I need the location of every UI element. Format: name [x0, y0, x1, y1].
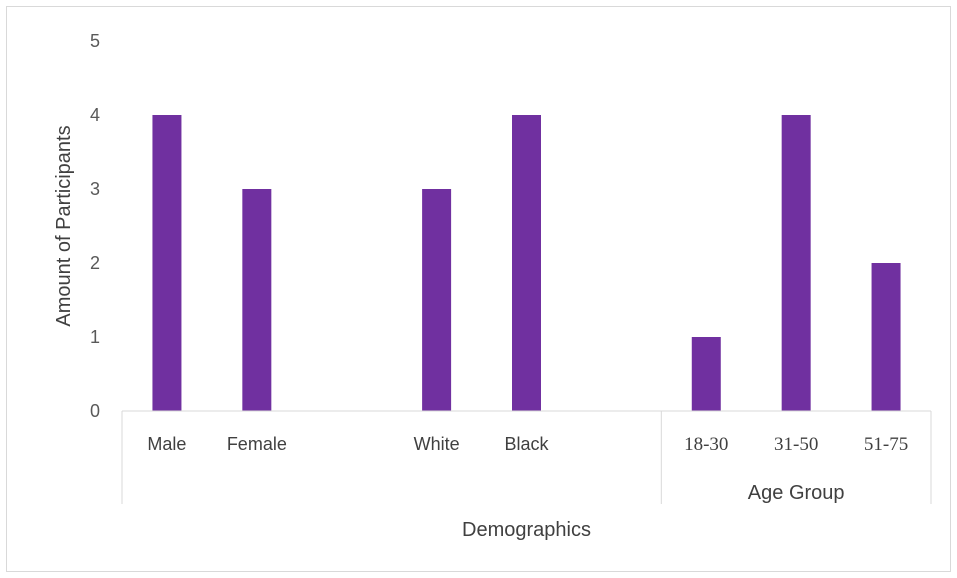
x-category-label: Black: [504, 434, 549, 454]
y-tick-label: 0: [90, 401, 100, 421]
x-category-label: Female: [227, 434, 287, 454]
x-category-label: 18-30: [684, 434, 728, 455]
bar: [422, 189, 452, 411]
group-label-age: Age Group: [748, 482, 845, 504]
y-tick-label: 2: [90, 253, 100, 273]
bar: [781, 115, 811, 411]
x-category-label: White: [414, 434, 460, 454]
y-axis-title: Amount of Participants: [53, 125, 75, 326]
bar: [242, 189, 272, 411]
group-dividers: [121, 411, 932, 504]
y-tick-label: 5: [90, 31, 100, 51]
bar: [512, 115, 541, 411]
y-tick-label: 3: [90, 179, 100, 199]
x-category-label: 51-75: [864, 434, 908, 455]
bar: [152, 115, 182, 411]
y-tick-label: 4: [90, 105, 100, 125]
y-axis-ticks: 0 1 2 3 4 5: [90, 31, 100, 421]
x-category-label: Male: [147, 434, 186, 454]
x-axis-title: Demographics: [462, 519, 591, 541]
y-tick-label: 1: [90, 327, 100, 347]
x-axis-category-labels: Male Female White Black 18-30 31-50 51-75: [147, 434, 908, 455]
bar: [871, 263, 901, 411]
bars: [152, 115, 901, 411]
x-category-label: 31-50: [774, 434, 818, 455]
bar: [691, 337, 721, 411]
